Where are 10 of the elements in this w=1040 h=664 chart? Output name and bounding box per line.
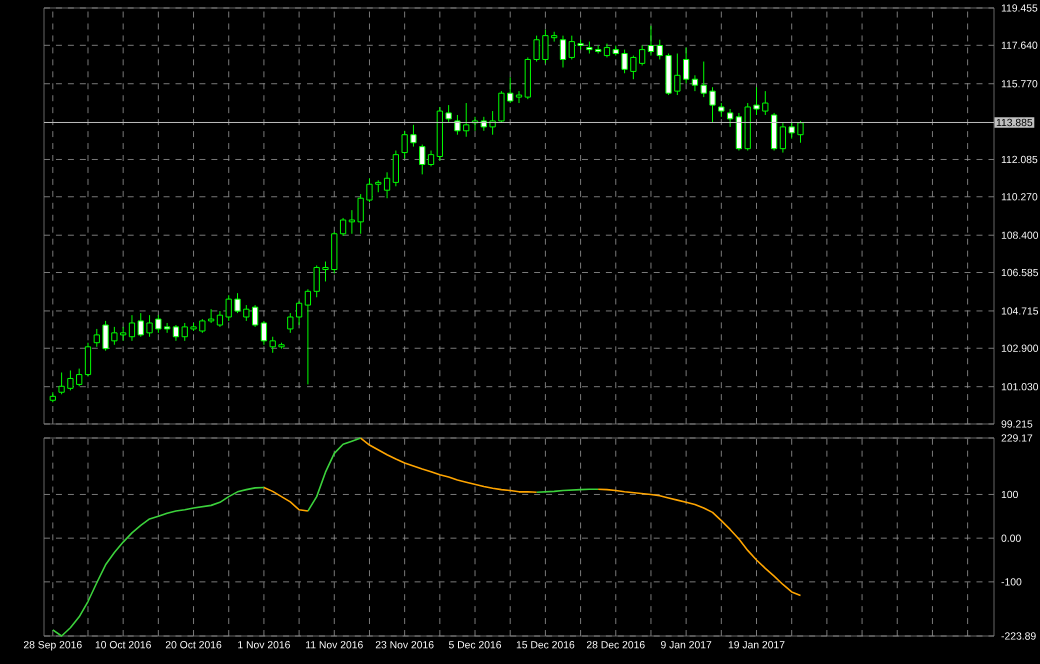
candlestick	[419, 144, 426, 175]
candlestick	[84, 342, 92, 377]
candlestick	[559, 35, 567, 68]
candlestick	[779, 122, 787, 154]
candlestick	[392, 150, 399, 187]
candlestick	[735, 112, 743, 152]
candlestick	[770, 112, 778, 152]
candlestick	[647, 25, 655, 57]
candlestick	[207, 308, 215, 324]
candlestick	[128, 314, 136, 342]
